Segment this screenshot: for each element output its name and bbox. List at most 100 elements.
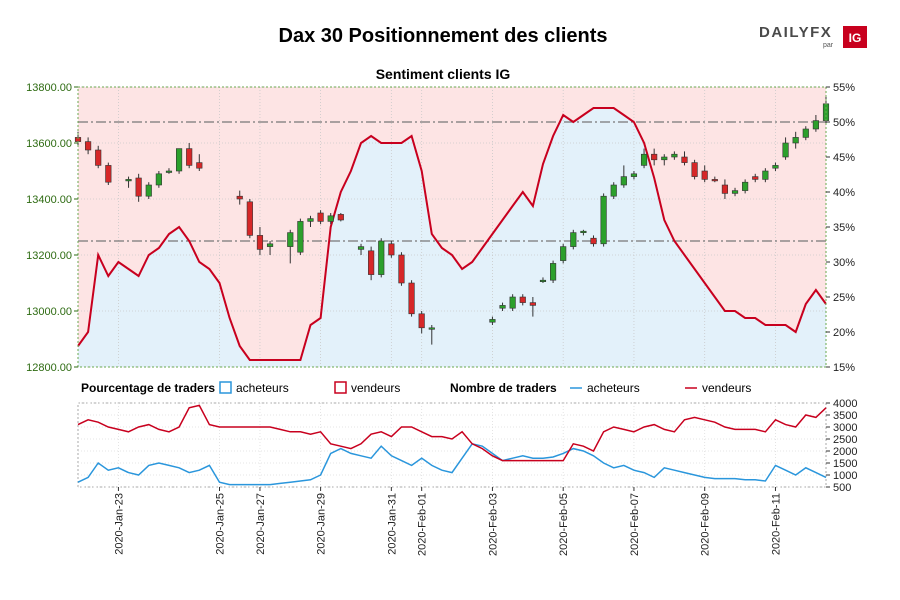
candle-body [418,313,425,329]
candle-body [610,184,617,197]
candle-body [691,162,698,177]
candle-body [681,156,688,163]
candle-body [357,246,365,250]
buyers-area [78,108,826,367]
count-tick-label: 3000 [833,422,857,434]
candle-body [721,184,728,194]
sellers-percent-line [77,107,827,361]
date-tick-label: 2020-Jan-27 [255,493,267,555]
date-tick-label: 2020-Feb-09 [700,493,712,556]
date-tick-label: 2020-Jan-25 [215,493,227,555]
reference-lines [78,121,826,242]
candle-body [802,128,809,138]
percent-tick-label: 45% [833,152,855,164]
legend-sellers-count-label: vendeurs [702,381,751,395]
legend-percent-header: Pourcentage de traders [81,381,215,395]
candle-body [186,148,193,166]
lower-panel [77,402,827,488]
candle-body [772,165,779,169]
date-tick-label: 2020-Feb-05 [558,493,570,556]
candle-body [651,153,658,161]
legend-buyers-box [219,381,232,394]
price-tick-label: 13000.00 [26,306,72,318]
date-axis: 2020-Jan-23 2020-Jan-25 2020-Jan-27 2020-Ja… [113,487,782,556]
date-tick-label: 2020-Jan-23 [113,493,125,555]
candle-body [337,214,344,221]
candle-body [176,148,183,172]
count-tick-label: 1000 [833,470,857,482]
candle-body [640,153,648,166]
candle-body [812,120,819,130]
lower-grid [78,402,826,488]
candle-body [529,302,536,306]
candle-body [580,230,587,233]
candle-body [125,179,132,182]
candle-body [388,243,395,256]
price-axis: 12800.00 13000.00 13200.00 13400.00 13600.00… [26,82,78,374]
candle-body [499,305,506,309]
percent-tick-label: 55% [833,82,855,94]
candle-body [317,212,324,222]
candle-body [671,153,678,158]
logo-brand-text: DAILYFX [759,24,832,41]
candle-body [105,165,112,183]
percent-tick-label: 50% [833,117,855,129]
candle-body [135,177,142,197]
count-tick-label: 3500 [833,410,857,422]
percent-tick-label: 30% [833,257,855,269]
count-tick-label: 2500 [833,434,857,446]
percent-axis: 15% 20% 25% 30% 35% 40% 45% 50% 55% [826,82,855,374]
candle-body [742,181,749,191]
percent-tick-label: 25% [833,292,855,304]
candle-body [95,149,102,166]
sellers-count-line [77,404,827,462]
price-tick-label: 12800.00 [26,362,72,374]
date-tick-label: 2020-Feb-07 [629,493,641,556]
logo-par-text: par [823,42,834,49]
candle-body [550,263,557,281]
candle-body [287,232,294,247]
candle-body [145,184,152,197]
candle-body [368,250,375,275]
candle-body [408,282,415,315]
main-panel [74,86,830,368]
percent-tick-label: 40% [833,187,855,199]
candle-body [711,179,718,182]
ig-logo-box [843,26,867,48]
percent-tick-label: 35% [833,222,855,234]
percent-tick-label: 15% [833,362,855,374]
candle-body [792,137,799,144]
candle-body [428,327,435,330]
candle-body [519,296,526,303]
candle-body [539,279,547,283]
legend-buyers-count-label: acheteurs [587,381,640,395]
legend-buyers-label: acheteurs [236,381,289,395]
date-tick-label: 2020-Feb-03 [487,493,499,556]
candle-body [620,176,627,186]
candle-body [256,235,264,250]
ig-logo-text: IG [849,31,862,45]
date-tick-label: 2020-Jan-29 [316,493,328,555]
candle-body [509,296,516,309]
date-tick-label: 2020-Feb-11 [770,493,782,555]
date-tick-label: 2020-Jan-31 [386,493,398,555]
price-tick-label: 13800.00 [26,82,72,94]
candle-body [85,141,92,151]
candle-body [590,237,597,245]
percent-tick-label: 20% [833,327,855,339]
chart-title: Dax 30 Positionnement des clients [279,25,608,47]
candle-body [196,162,203,169]
candle-body [266,243,274,247]
candle-body [155,173,162,186]
candle-body [752,176,759,180]
price-tick-label: 13400.00 [26,194,72,206]
price-tick-label: 13600.00 [26,138,72,150]
legend-sellers-box [334,381,347,394]
candle-body [327,215,334,222]
candle-body [489,319,496,323]
count-tick-label: 2000 [833,446,857,458]
candle-body [630,173,638,177]
date-tick-label: 2020-Feb-01 [417,493,429,556]
